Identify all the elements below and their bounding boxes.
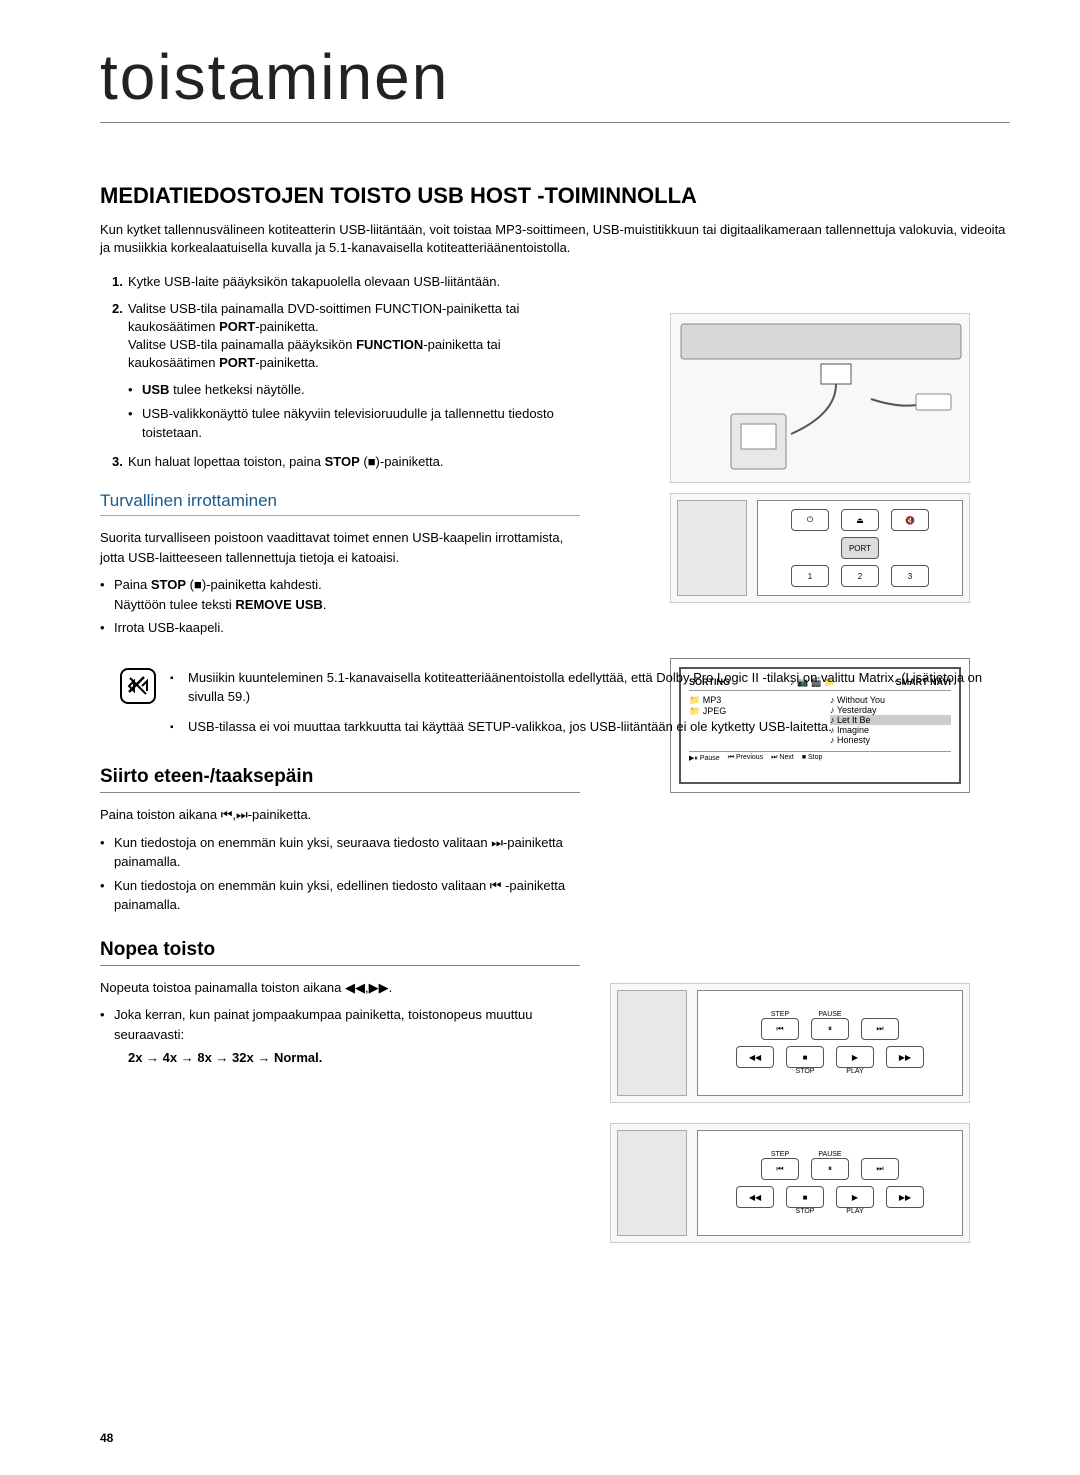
bullet-text: . (323, 597, 327, 612)
main-heading: MEDIATIEDOSTOJEN TOISTO USB HOST -TOIMIN… (100, 183, 1010, 209)
bullet-item: Irrota USB-kaapeli. (100, 618, 590, 638)
step-text-bold: PORT (219, 355, 255, 370)
step-text: (■)-painiketta. (360, 454, 444, 469)
bullet-item: Kun tiedostoja on enemmän kuin yksi, ede… (100, 876, 580, 915)
device-illustration (670, 313, 970, 483)
pause-icon: ⏸ (811, 1018, 849, 1040)
eject-icon: ⏏ (841, 509, 879, 531)
step-number: 2. (112, 300, 123, 318)
note-icon (120, 668, 156, 704)
step-bullets: USB tulee hetkeksi näytölle. USB-valikko… (100, 380, 590, 443)
remote-graphic (617, 990, 687, 1096)
note-item: Musiikin kuunteleminen 5.1-kanavaisella … (170, 668, 1010, 707)
next-icon: ⏭ (861, 1018, 899, 1040)
remote-illustration-2: STEP⏮ PAUSE⏸ ⏭ ◀◀ ■STOP ▶PLAY ▶▶ (610, 983, 970, 1103)
bullet-bold: STOP (151, 577, 186, 592)
pause-icon: ⏸ (811, 1158, 849, 1180)
step-text-bold: STOP (325, 454, 360, 469)
fast-intro: Nopeuta toistoa painamalla toiston aikan… (100, 978, 580, 998)
step-text: Kytke USB-laite pääyksikön takapuolella … (128, 274, 500, 289)
bullet-item: USB-valikkonäyttö tulee näkyviin televis… (128, 404, 590, 443)
step-text: -painiketta. (255, 355, 319, 370)
stop-icon: ■ (786, 1186, 824, 1208)
bullet-bold: USB (142, 382, 169, 397)
step-number: 1. (112, 273, 123, 291)
bullet-item: Joka kerran, kun painat jompaakumpaa pai… (100, 1005, 580, 1044)
steps-column: 1. Kytke USB-laite pääyksikön takapuolel… (100, 273, 590, 637)
step-text: Kun haluat lopettaa toiston, paina (128, 454, 325, 469)
skip-heading: Siirto eteen-/taaksepäin (100, 766, 580, 793)
safe-removal-heading: Turvallinen irrottaminen (100, 491, 580, 516)
port-button: PORT (841, 537, 879, 559)
step-text: Valitse USB-tila painamalla pääyksikön (128, 337, 356, 352)
remote-graphic (677, 500, 747, 596)
remote-panel: STEP⏮ PAUSE⏸ ⏭ ◀◀ ■STOP ▶PLAY ▶▶ (697, 1130, 963, 1236)
note-item: USB-tilassa ei voi muuttaa tarkkuutta ta… (170, 717, 1010, 737)
step-2: 2. Valitse USB-tila painamalla DVD-soitt… (100, 300, 590, 373)
screen-footer: ▶⏸ Pause ⏮ Previous ⏭ Next ■ Stop (689, 751, 951, 763)
step-number: 3. (112, 453, 123, 471)
rewind-icon: ◀◀ (736, 1186, 774, 1208)
device-drawing (671, 314, 971, 484)
step-text: -painiketta. (255, 319, 319, 334)
note-box: Musiikin kuunteleminen 5.1-kanavaisella … (100, 668, 1010, 737)
step-text-bold: FUNCTION (356, 337, 423, 352)
intro-text: Kun kytket tallennusvälineen kotiteatter… (100, 221, 1010, 257)
bullet-bold: REMOVE USB (235, 597, 322, 612)
bullet-item: USB tulee hetkeksi näytölle. (128, 380, 590, 400)
prev-icon: ⏮ (761, 1018, 799, 1040)
bullet-item: Paina STOP (■)-painiketta kahdesti. Näyt… (100, 575, 590, 614)
remote-illustration-1: ⏻ ⏏ 🔇 PORT 1 2 3 (670, 493, 970, 603)
remote-panel: ⏻ ⏏ 🔇 PORT 1 2 3 (757, 500, 963, 596)
remote-illustration-3: STEP⏮ PAUSE⏸ ⏭ ◀◀ ■STOP ▶PLAY ▶▶ (610, 1123, 970, 1243)
remote-graphic (617, 1130, 687, 1236)
next-icon: ⏭ (861, 1158, 899, 1180)
song-item: ♪ Honesty (830, 735, 951, 745)
forward-icon: ▶▶ (886, 1046, 924, 1068)
bullet-text: Paina (114, 577, 151, 592)
page-title: toistaminen (100, 40, 1010, 123)
play-icon: ▶ (836, 1046, 874, 1068)
skip-intro: Paina toiston aikana ⏮,⏭-painiketta. (100, 805, 580, 825)
bullet-text: Näyttöön tulee teksti (114, 597, 235, 612)
prev-icon: ⏮ (761, 1158, 799, 1180)
forward-icon: ▶▶ (886, 1186, 924, 1208)
bullet-text: tulee hetkeksi näytölle. (169, 382, 304, 397)
step-3: 3. Kun haluat lopettaa toiston, paina ST… (100, 453, 590, 471)
play-icon: ▶ (836, 1186, 874, 1208)
bullet-text: (■)-painiketta kahdesti. (186, 577, 322, 592)
mute-icon: 🔇 (891, 509, 929, 531)
bullet-item: Kun tiedostoja on enemmän kuin yksi, seu… (100, 833, 580, 872)
num-button: 2 (841, 565, 879, 587)
step-text: Valitse USB-tila painamalla DVD-soittime… (128, 301, 519, 334)
power-icon: ⏻ (791, 509, 829, 531)
step-text-bold: PORT (219, 319, 255, 334)
content-wrapper: MEDIATIEDOSTOJEN TOISTO USB HOST -TOIMIN… (100, 183, 1010, 1065)
remote-panel: STEP⏮ PAUSE⏸ ⏭ ◀◀ ■STOP ▶PLAY ▶▶ (697, 990, 963, 1096)
page-number: 48 (100, 1431, 113, 1445)
num-button: 3 (891, 565, 929, 587)
num-button: 1 (791, 565, 829, 587)
safe-removal-intro: Suorita turvalliseen poistoon vaadittava… (100, 528, 590, 567)
rewind-icon: ◀◀ (736, 1046, 774, 1068)
fast-heading: Nopea toisto (100, 939, 580, 966)
stop-icon: ■ (786, 1046, 824, 1068)
step-1: 1. Kytke USB-laite pääyksikön takapuolel… (100, 273, 590, 291)
speed-text: 2x → 4x → 8x → 32x → Normal. (100, 1050, 580, 1065)
